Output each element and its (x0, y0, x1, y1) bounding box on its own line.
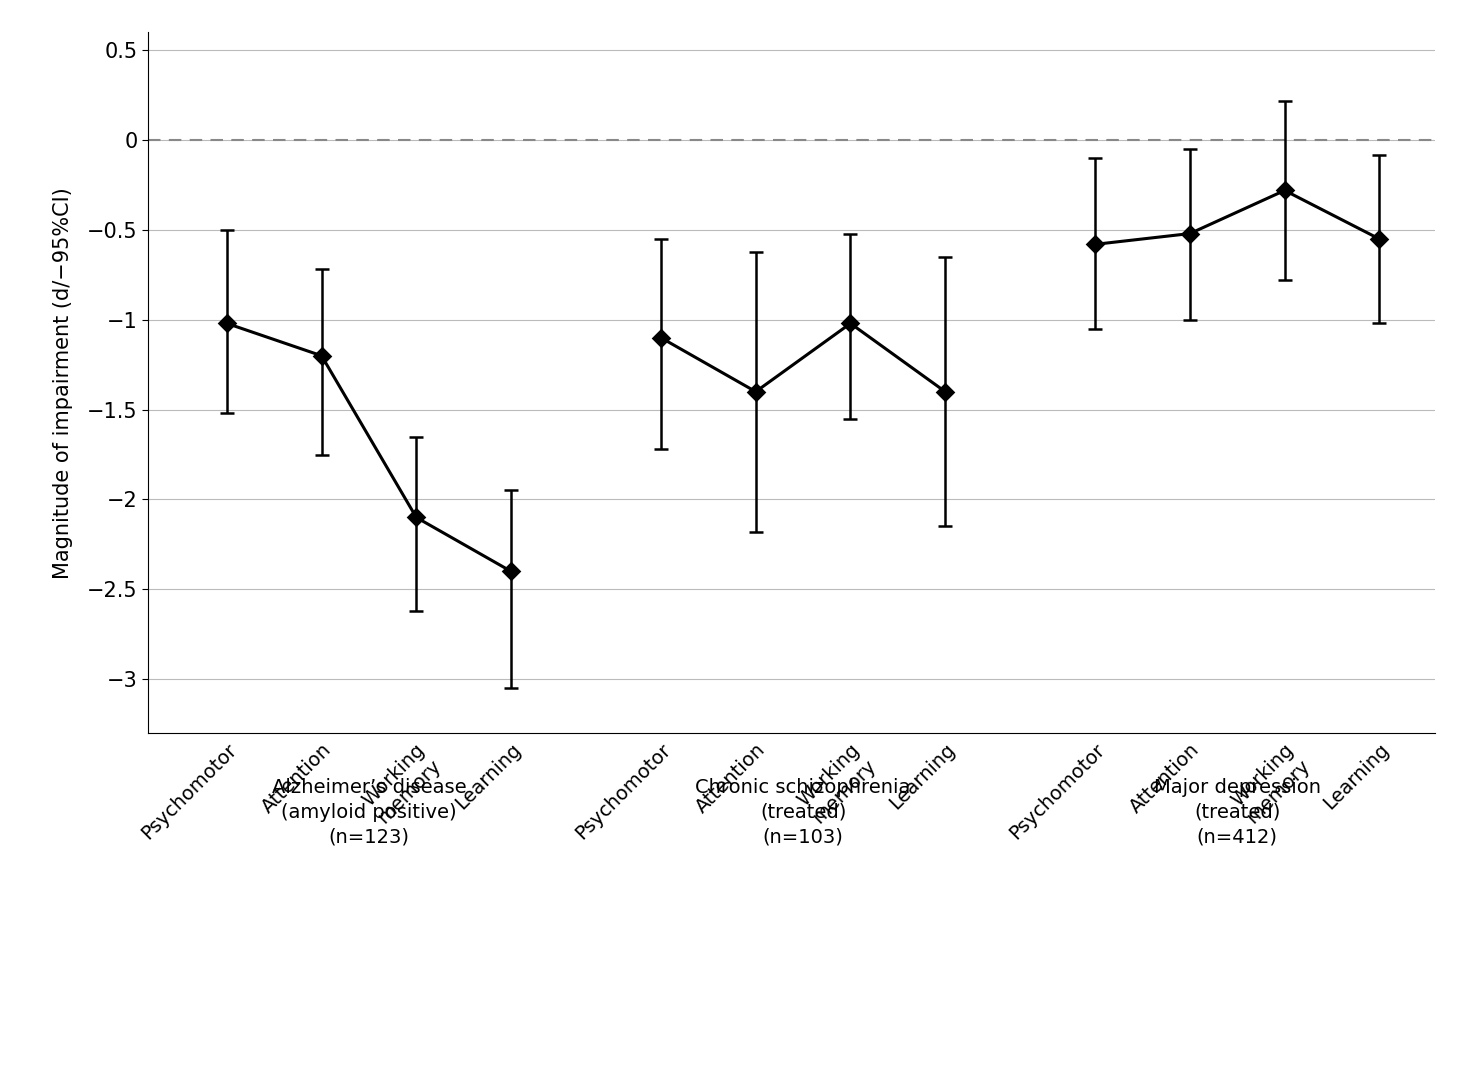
Point (744, 383, 768, 400)
Point (500, 563, 524, 580)
Y-axis label: Magnitude of impairment (d/−95%CI): Magnitude of impairment (d/−95%CI) (53, 186, 72, 579)
Point (839, 315, 862, 332)
Point (309, 347, 333, 364)
Point (1179, 225, 1202, 243)
Point (933, 383, 957, 400)
Text: Chronic schizophrenia
(treated)
(n=103): Chronic schizophrenia (treated) (n=103) (695, 778, 911, 847)
Point (214, 315, 238, 332)
Text: Major depression
(treated)
(n=412): Major depression (treated) (n=412) (1154, 778, 1321, 847)
Point (649, 329, 673, 346)
Point (1368, 231, 1392, 248)
Text: Alzheimer’s disease
(amyloid positive)
(n=123): Alzheimer’s disease (amyloid positive) (… (272, 778, 466, 847)
Point (404, 509, 427, 526)
Point (1083, 236, 1106, 253)
Point (1273, 182, 1297, 199)
